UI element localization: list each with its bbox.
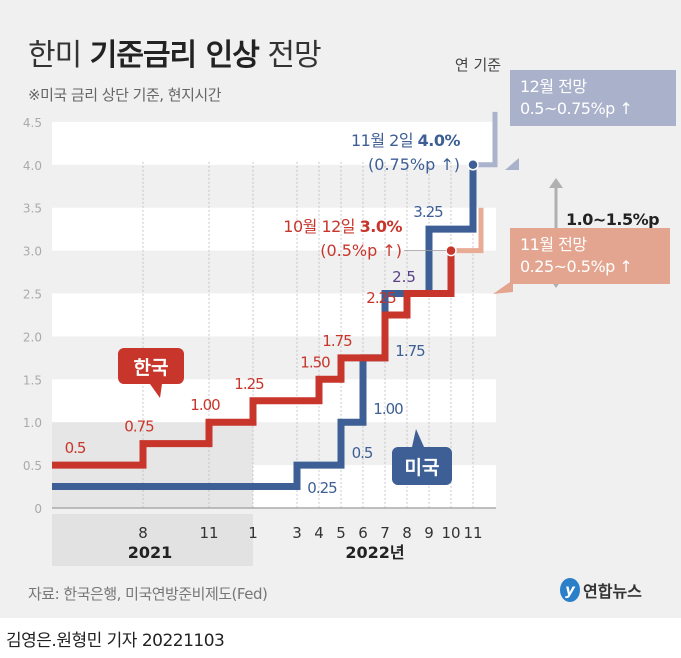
page-title: 한미 기준금리 인상 전망 — [28, 30, 322, 74]
yonhap-logo: y 연합뉴스 — [560, 578, 642, 602]
korea-value-label: 2.25 — [366, 289, 396, 307]
grid-band — [52, 207, 496, 251]
gap-value: 1.0~1.5%p — [566, 210, 659, 229]
us-forecast-box: 12월 전망 0.5~0.75%p ↑ — [510, 70, 676, 126]
logo-mark-icon: y — [560, 578, 580, 602]
korea-rate-line — [52, 250, 455, 469]
us-value-label: 0.25 — [307, 479, 337, 497]
year-2021-label-band — [52, 514, 253, 566]
y-tick-label: 1.0 — [23, 416, 42, 430]
korea-forecast-box: 11월 전망 0.25~0.5%p ↑ — [510, 228, 670, 284]
x-tick-label: 8 — [138, 524, 148, 542]
x-tick-label: 1 — [248, 524, 258, 542]
korea-value-label: 1.75 — [322, 332, 352, 350]
x-tick-label: 9 — [424, 524, 434, 542]
us-callout-date-text: 11월 2일 — [351, 131, 418, 150]
title-prefix: 한미 — [28, 38, 82, 73]
korea-forecast-title: 11월 전망 — [520, 235, 587, 254]
y-tick-label: 4.5 — [23, 116, 42, 130]
x-tick-label: 6 — [358, 524, 368, 542]
us-value-label: 1.00 — [373, 400, 403, 418]
korea-projection-line — [451, 207, 484, 254]
year-label-2022: 2022년 — [345, 543, 404, 562]
source-note: 자료: 한국은행, 미국연방준비제도(Fed) — [28, 585, 268, 603]
korea-callout-date: 10월 12일 3.0% — [283, 217, 402, 236]
korea-callout-rate: 3.0% — [360, 217, 403, 236]
korea-forecast-pointer — [493, 280, 513, 294]
korea-forecast-range: 0.25~0.5%p ↑ — [520, 257, 633, 276]
us-forecast-title: 12월 전망 — [520, 77, 587, 96]
us-bubble-label: 미국 — [405, 457, 440, 479]
us-projection-line — [473, 111, 498, 168]
x-tick-label: 11 — [463, 524, 482, 542]
y-tick-label: 2.0 — [23, 330, 42, 344]
korea-bubble — [118, 348, 184, 398]
title-suffix: 전망 — [267, 38, 321, 73]
korea-value-label: 0.75 — [124, 418, 154, 436]
korea-value-label: 1.50 — [300, 353, 330, 371]
us-value-label: 0.5 — [352, 444, 373, 462]
grid-band — [52, 293, 496, 337]
y-tick-label: 3.0 — [23, 245, 42, 259]
rate-chart: 00.51.01.52.02.53.03.54.04.58 11 1 3 4 5 6 7 8 9 1… — [23, 56, 660, 566]
year-basis-label: 연 기준 — [455, 56, 501, 74]
x-tick-label: 11 — [199, 524, 218, 542]
us-value-label: 1.75 — [395, 342, 425, 360]
year-label-2021: 2021 — [128, 543, 173, 562]
x-tick-label: 8 — [402, 524, 412, 542]
us-value-label: 2.5 — [392, 268, 416, 286]
logo-text: 연합뉴스 — [583, 582, 642, 601]
y-tick-label: 3.5 — [23, 202, 42, 216]
y-tick-label: 0.5 — [23, 459, 42, 473]
us-forecast-pointer — [505, 158, 519, 170]
x-tick-label: 5 — [336, 524, 346, 542]
x-tick-label: 4 — [314, 524, 324, 542]
us-value-label: 3.25 — [413, 203, 443, 221]
grid-band — [52, 121, 496, 165]
us-callout-change: (0.75%p ↑) — [368, 155, 460, 174]
y-tick-label: 0 — [34, 502, 42, 516]
korea-callout-date-text: 10월 12일 — [283, 217, 359, 236]
x-tick-label: 7 — [380, 524, 390, 542]
x-tick-label: 3 — [292, 524, 302, 542]
subtitle: ※미국 금리 상단 기준, 현지시간 — [28, 86, 222, 104]
us-callout-rate: 4.0% — [418, 131, 461, 150]
us-endpoint-marker — [467, 159, 479, 171]
byline: 김영은.원형민 기자 20221103 — [6, 631, 225, 651]
korea-bubble-label: 한국 — [134, 357, 169, 379]
korea-value-label: 0.5 — [65, 439, 86, 457]
title-bold: 기준금리 인상 — [89, 38, 260, 73]
y-tick-label: 4.0 — [23, 159, 42, 173]
korea-value-label: 1.00 — [190, 396, 220, 414]
korea-callout-change: (0.5%p ↑) — [320, 241, 402, 260]
x-tick-label: 10 — [441, 524, 460, 542]
y-tick-label: 2.5 — [23, 288, 42, 302]
korea-value-label: 1.25 — [234, 375, 264, 393]
us-callout-date: 11월 2일 4.0% — [351, 131, 461, 150]
gap-arrow-up-icon — [549, 178, 563, 188]
y-tick-label: 1.5 — [23, 373, 42, 387]
korea-endpoint-marker — [445, 244, 457, 257]
us-forecast-range: 0.5~0.75%p ↑ — [520, 99, 633, 118]
us-bubble — [392, 429, 452, 485]
